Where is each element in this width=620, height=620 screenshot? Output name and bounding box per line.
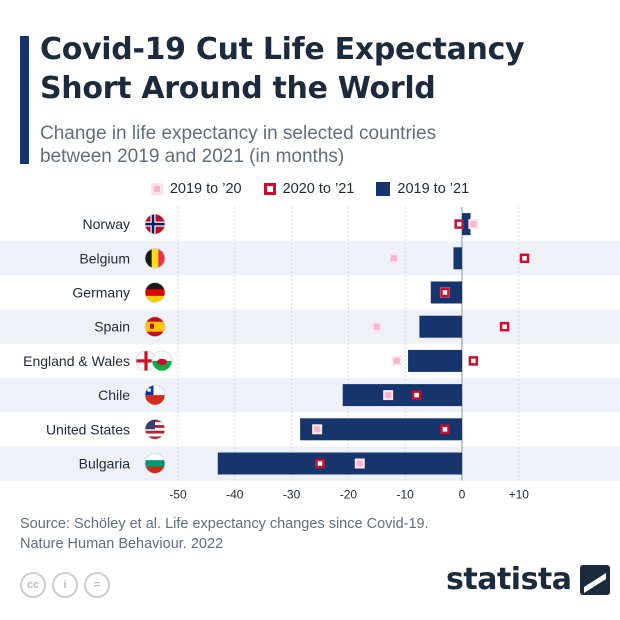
- marker-2020-to-21-chile: [411, 390, 422, 400]
- flags: [135, 213, 173, 474]
- marker-2019-to-20-england-wales: [391, 355, 402, 366]
- statista-logo[interactable]: statista: [446, 562, 610, 597]
- category-labels: Norway Belgium Germany Spain England & Wales…: [23, 216, 130, 471]
- chart-legend: 2019 to ’20 2020 to ’21 2019 to ’21: [0, 181, 620, 197]
- markers: [312, 219, 530, 469]
- category-label-belgium: Belgium: [79, 250, 130, 266]
- legend-item-2019-to-20: 2019 to ’20: [150, 181, 242, 197]
- license-icons: cc i =: [20, 572, 110, 598]
- bar-belgium: [453, 247, 462, 270]
- source-line-1: Source: Schöley et al. Life expectancy c…: [20, 516, 429, 532]
- flag-chile-icon: [144, 384, 166, 406]
- category-label-bulgaria: Bulgaria: [79, 456, 131, 472]
- category-label-england-wales: England & Wales: [23, 353, 130, 369]
- legend-label-2019-to-20: 2019 to ’20: [169, 181, 242, 197]
- flag-united-states-icon: [144, 418, 166, 440]
- marker-2019-to-20-belgium: [388, 253, 399, 264]
- category-label-norway: Norway: [83, 216, 130, 232]
- chart-title-line-1: Covid-19 Cut Life Expectancy: [40, 32, 525, 67]
- creative-commons-icon[interactable]: cc: [20, 572, 46, 598]
- chart-subtitle-line-2: between 2019 and 2021 (in months): [40, 146, 345, 167]
- x-tick-label: -10: [397, 488, 415, 502]
- row-bands: [0, 241, 620, 481]
- x-tick-label: -40: [226, 488, 244, 502]
- title-accent-bar: [20, 36, 29, 164]
- marker-2020-to-21-spain: [499, 321, 510, 332]
- x-tick-label: 0: [459, 488, 466, 502]
- category-label-chile: Chile: [98, 387, 130, 403]
- x-tick-label: +10: [509, 488, 530, 502]
- bar-bulgaria: [217, 452, 462, 475]
- flag-belgium-icon: [144, 247, 166, 269]
- legend-swatch-pink-icon: [150, 183, 163, 195]
- category-label-germany: Germany: [72, 285, 130, 301]
- x-tick-label: -30: [283, 488, 301, 502]
- row-band-spain: [0, 309, 620, 344]
- legend-swatch-red-icon: [263, 183, 276, 195]
- marker-2019-to-20-chile: [383, 390, 394, 401]
- bars-2019-to-21: [217, 213, 471, 475]
- row-band-chile: [0, 378, 620, 413]
- marker-2019-to-20-bulgaria: [354, 458, 365, 469]
- marker-2019-to-20-norway: [468, 219, 479, 230]
- chart-title: Covid-19 Cut Life Expectancy Short Aroun…: [40, 30, 525, 108]
- marker-2020-to-21-germany: [440, 287, 450, 298]
- bar-chile: [342, 384, 462, 407]
- statista-mark-icon: [579, 564, 610, 595]
- legend-item-2020-to-21: 2020 to ’21: [263, 181, 355, 197]
- chart-subtitle: Change in life expectancy in selected co…: [40, 122, 600, 168]
- bar-england-wales: [408, 349, 462, 372]
- flag-spain-icon: [144, 316, 166, 338]
- legend-item-2019-to-21: 2019 to ’21: [376, 181, 469, 197]
- flag-wales-icon: [151, 350, 173, 372]
- no-derivatives-icon[interactable]: =: [84, 572, 110, 598]
- brand-wordmark: statista: [446, 562, 572, 597]
- category-label-united-states: United States: [46, 421, 130, 437]
- legend-label-2020-to-21: 2020 to ’21: [282, 181, 355, 197]
- marker-2019-to-20-spain: [371, 321, 382, 332]
- legend-swatch-navy-icon: [376, 182, 391, 196]
- x-tick-label: -50: [169, 488, 187, 502]
- bar-united-states: [300, 418, 462, 441]
- flag-germany-icon: [144, 282, 166, 303]
- legend-label-2019-to-21: 2019 to ’21: [397, 181, 470, 197]
- row-band-belgium: [0, 241, 620, 276]
- flag-norway-icon: [144, 213, 166, 235]
- source-line-2: Nature Human Behaviour. 2022: [20, 536, 224, 552]
- marker-2020-to-21-norway: [454, 219, 464, 229]
- marker-2020-to-21-bulgaria: [315, 458, 325, 469]
- x-tick-label: -20: [340, 488, 358, 502]
- bar-spain: [419, 315, 462, 338]
- bar-norway: [462, 213, 471, 236]
- category-label-spain: Spain: [94, 319, 130, 335]
- marker-2020-to-21-england-wales: [468, 356, 479, 366]
- chart-subtitle-line-1: Change in life expectancy in selected co…: [40, 123, 437, 144]
- flag-bulgaria-icon: [144, 453, 166, 474]
- x-axis-ticks: -50 -40 -30 -20 -10 0 +10: [169, 488, 529, 502]
- source-note: Source: Schöley et al. Life expectancy c…: [20, 514, 429, 554]
- marker-2019-to-20-united-states: [312, 424, 323, 435]
- chart-title-line-2: Short Around the World: [40, 71, 436, 106]
- marker-2020-to-21-belgium: [519, 253, 530, 264]
- attribution-icon[interactable]: i: [52, 572, 78, 598]
- marker-2020-to-21-united-states: [440, 424, 450, 435]
